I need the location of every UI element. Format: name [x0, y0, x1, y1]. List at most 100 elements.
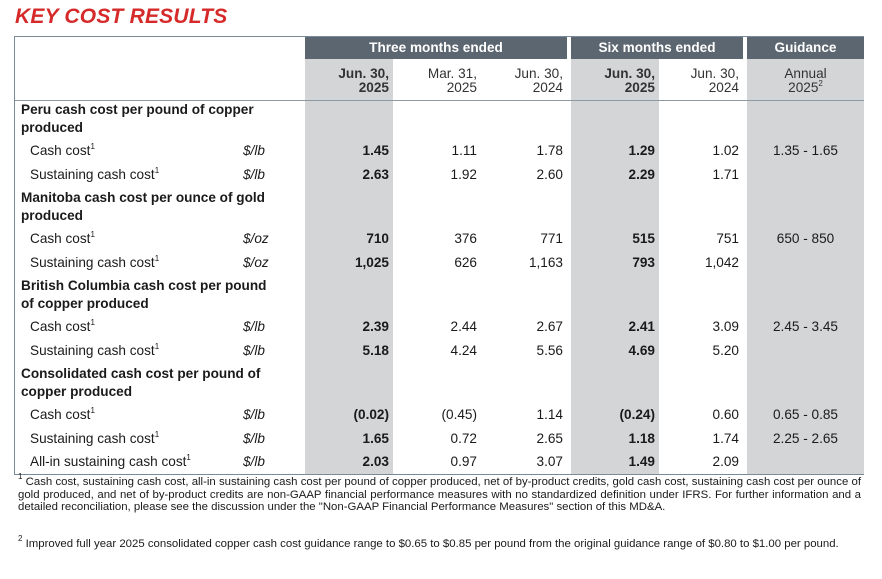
footnote-2: 2 Improved full year 2025 consolidated c… — [18, 534, 839, 551]
guidance-cell: 1.35 - 1.65 — [773, 143, 838, 158]
row-label: Cash cost1 — [30, 230, 95, 247]
value-cell: 3.07 — [536, 454, 563, 469]
period-h1-2024-line2: 2024 — [708, 80, 739, 95]
period-q2-2025-line1: Jun. 30, — [338, 66, 389, 81]
value-cell: 4.24 — [450, 342, 477, 358]
period-h1-2025-line1: Jun. 30, — [604, 66, 655, 81]
value-cell: 5.56 — [536, 342, 563, 358]
value-cell: 2.44 — [450, 319, 477, 334]
header-six-months: Six months ended — [598, 40, 716, 55]
value-cell: 0.97 — [450, 454, 477, 469]
row-unit: $/oz — [243, 254, 269, 270]
value-cell: (0.24) — [619, 407, 655, 422]
row-unit: $/lb — [243, 430, 265, 446]
header-three-months: Three months ended — [369, 40, 503, 55]
value-cell: 1,025 — [354, 254, 389, 270]
value-cell: 5.18 — [362, 342, 389, 358]
value-cell: 751 — [716, 231, 739, 246]
header-band-six-months — [571, 37, 743, 59]
row-unit: $/lb — [243, 166, 265, 182]
value-cell: 1.71 — [712, 166, 739, 182]
value-cell: 1.11 — [451, 143, 477, 158]
value-cell: 2.03 — [362, 454, 389, 469]
page-title: KEY COST RESULTS — [15, 5, 228, 28]
section-heading: Consolidated cash cost per pound of — [21, 366, 261, 381]
value-cell: 4.69 — [628, 342, 655, 358]
row-unit: $/lb — [243, 454, 265, 469]
period-q2-2024-line2: 2024 — [532, 80, 563, 95]
value-cell: 793 — [632, 254, 655, 270]
period-q1-2025-line1: Mar. 31, — [427, 66, 477, 81]
value-cell: (0.45) — [441, 407, 477, 422]
row-label: Sustaining cash cost1 — [30, 165, 160, 182]
section-heading: produced — [21, 120, 83, 135]
value-cell: 0.60 — [712, 407, 739, 422]
row-label: Cash cost1 — [30, 318, 95, 335]
value-cell: 2.65 — [536, 430, 563, 446]
row-label: Cash cost1 — [30, 142, 95, 159]
section-heading: produced — [21, 208, 83, 223]
value-cell: 771 — [540, 231, 563, 246]
period-h1-2024-line1: Jun. 30, — [690, 66, 739, 81]
section-heading: of copper produced — [21, 296, 149, 311]
value-cell: 1.45 — [362, 143, 389, 158]
guidance-cell: 2.45 - 3.45 — [773, 319, 838, 334]
shade-guidance — [747, 37, 864, 474]
value-cell: 1.14 — [536, 407, 563, 422]
value-cell: 1.29 — [628, 143, 655, 158]
value-cell: 5.20 — [712, 342, 739, 358]
value-cell: 1.74 — [712, 430, 739, 446]
value-cell: 2.63 — [362, 166, 389, 182]
value-cell: 376 — [454, 231, 477, 246]
cost-table: Three months ended Six months ended Guid… — [14, 36, 864, 475]
value-cell: 1.65 — [362, 430, 389, 446]
value-cell: 2.67 — [536, 319, 563, 334]
guidance-cell: 2.25 - 2.65 — [773, 430, 838, 446]
value-cell: 1.18 — [628, 430, 655, 446]
value-cell: 515 — [632, 231, 655, 246]
section-heading: British Columbia cash cost per pound — [21, 278, 267, 293]
section-heading: copper produced — [21, 384, 133, 399]
value-cell: 1.02 — [712, 143, 739, 158]
value-cell: 0.72 — [450, 430, 477, 446]
value-cell: 2.29 — [628, 166, 655, 182]
value-cell: 1.78 — [536, 143, 563, 158]
guidance-cell: 650 - 850 — [776, 231, 835, 246]
value-cell: 1,163 — [528, 254, 563, 270]
row-unit: $/lb — [243, 319, 265, 334]
guidance-cell: 0.65 - 0.85 — [773, 407, 838, 422]
value-cell: 3.09 — [712, 319, 739, 334]
value-cell: 1.92 — [450, 166, 477, 182]
section-heading: Peru cash cost per pound of copper — [21, 102, 254, 117]
row-unit: $/lb — [243, 342, 265, 358]
value-cell: 2.41 — [628, 319, 655, 334]
footnote-1: 1 Cash cost, sustaining cash cost, all-i… — [18, 472, 861, 514]
header-guidance: Guidance — [774, 40, 837, 55]
value-cell: 2.39 — [362, 319, 389, 334]
section-heading: Manitoba cash cost per ounce of gold — [21, 190, 265, 205]
row-label: Cash cost1 — [30, 406, 95, 423]
shade-h1-2025 — [571, 37, 659, 474]
period-q1-2025-line2: 2025 — [446, 80, 477, 95]
row-unit: $/lb — [243, 407, 265, 422]
row-unit: $/oz — [243, 231, 269, 246]
header-band-guidance — [747, 37, 864, 59]
value-cell: 710 — [366, 231, 389, 246]
period-q2-2025-line2: 2025 — [358, 80, 389, 95]
header-band-three-months — [305, 37, 567, 59]
value-cell: (0.02) — [353, 407, 389, 422]
value-cell: 2.09 — [712, 454, 739, 469]
row-label: Sustaining cash cost1 — [30, 341, 160, 358]
value-cell: 1,042 — [704, 254, 739, 270]
row-label: Sustaining cash cost1 — [30, 429, 160, 446]
shade-q2-2025 — [305, 37, 393, 474]
period-q2-2024-line1: Jun. 30, — [514, 66, 563, 81]
row-label: All-in sustaining cash cost1 — [30, 453, 191, 470]
value-cell: 626 — [454, 254, 477, 270]
header-divider — [15, 100, 864, 101]
row-unit: $/lb — [243, 143, 265, 158]
value-cell: 2.60 — [536, 166, 563, 182]
value-cell: 1.49 — [628, 454, 655, 469]
row-label: Sustaining cash cost1 — [30, 253, 160, 270]
period-guidance-line2: 20252 — [788, 79, 823, 95]
